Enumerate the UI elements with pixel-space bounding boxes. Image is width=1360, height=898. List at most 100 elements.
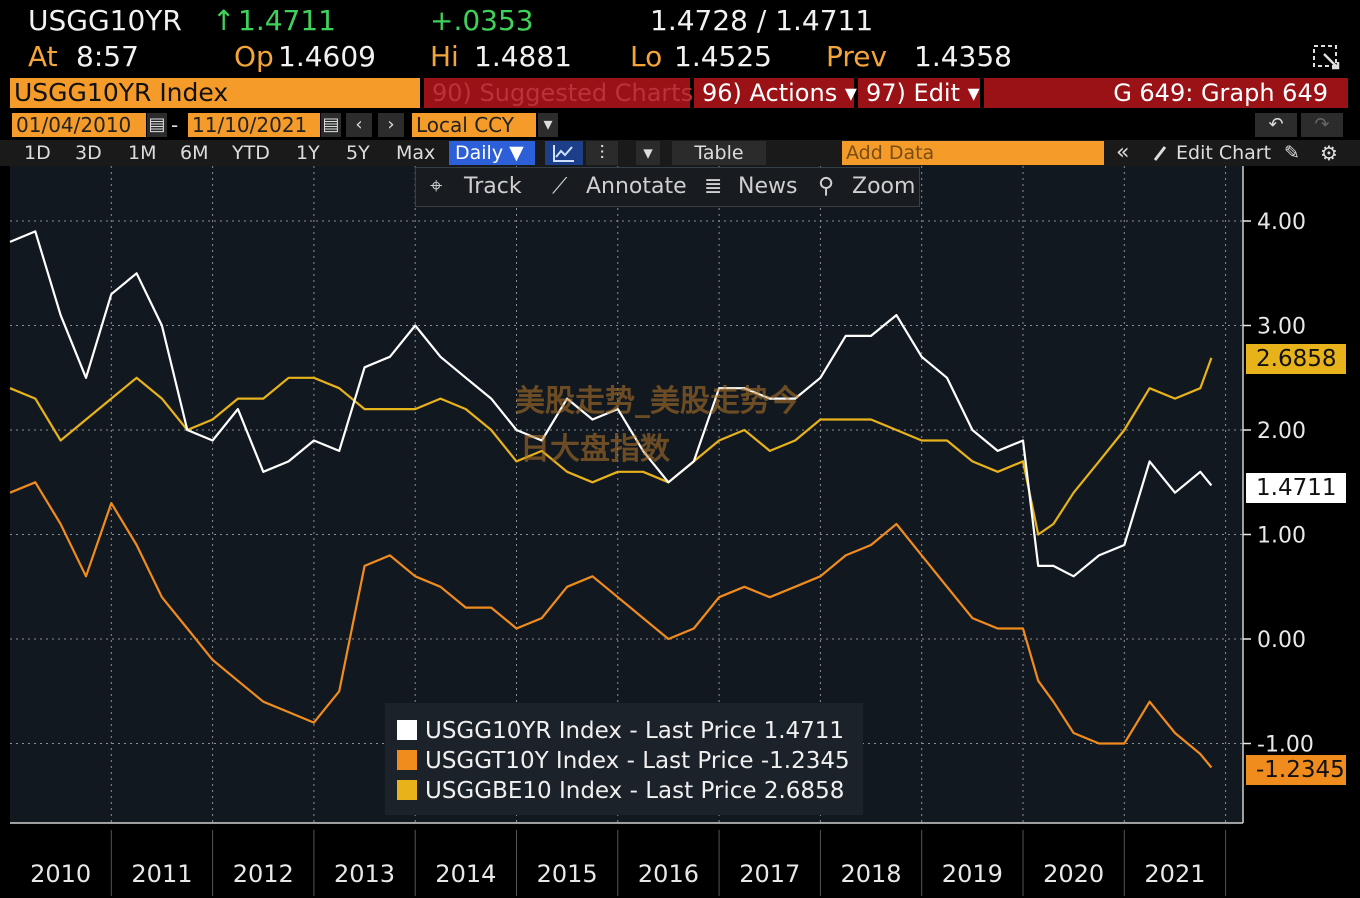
expand-icon[interactable] (1312, 44, 1342, 72)
security-field[interactable]: USGG10YR Index (10, 78, 420, 108)
range-ytd[interactable]: YTD (232, 142, 270, 164)
actions-menu[interactable]: 96) Actions ▾ (694, 78, 857, 108)
x-tick-label: 2015 (537, 860, 598, 888)
at-label: At (28, 40, 58, 73)
range-1y[interactable]: 1Y (296, 142, 320, 164)
legend-dash: - (619, 748, 643, 774)
y-tick-label: 3.00 (1257, 315, 1306, 340)
currency-select[interactable]: Local CCY (412, 113, 536, 137)
bid-ask: 1.4728 / 1.4711 (650, 4, 874, 37)
calendar-start-icon[interactable]: ▤ (147, 113, 167, 137)
last-price: 1.4711 (238, 4, 336, 37)
legend-swatch (397, 750, 417, 770)
edit-icon[interactable]: ✎ (1284, 142, 1300, 164)
y-tick-label: 1.00 (1257, 524, 1306, 549)
annotate-icon: ⟋ (552, 174, 568, 199)
bar-chart-icon[interactable]: ⫶ (586, 141, 618, 165)
legend-item-usggt10y: USGGT10Y Index - Last Price -1.2345 (397, 747, 850, 775)
ticker: USGG10YR (28, 4, 182, 37)
watermark-line-1: 美股走势_美股走势今 (515, 384, 800, 419)
zoom-icon: ⚲ (818, 174, 835, 199)
graph-title: G 649: Graph 649 (984, 78, 1348, 108)
legend-dash: - (622, 778, 646, 804)
high-price: 1.4881 (474, 40, 572, 73)
edit-chart-button[interactable]: Edit Chart (1176, 142, 1272, 164)
y-tick-label: 4.00 (1257, 210, 1306, 235)
legend-item-usgg10yr: USGG10YR Index - Last Price 1.4711 (397, 717, 844, 745)
up-arrow-icon: ↑ (212, 4, 236, 37)
x-tick-label: 2021 (1144, 860, 1205, 888)
open-label: Op (234, 40, 274, 73)
x-tick-label: 2013 (334, 860, 395, 888)
prev-label: Prev (826, 40, 888, 73)
legend-last-label: Last Price (645, 778, 757, 804)
y-tick-label: -1.00 (1257, 733, 1314, 758)
chart-tools-menu: ⌖ Track ⟋ Annotate ≣ News ⚲ Zoom (415, 167, 920, 207)
chart-type-dropdown-icon[interactable]: ▾ (636, 141, 660, 165)
track-button[interactable]: Track (464, 174, 522, 199)
redo-icon[interactable]: ↷ (1301, 113, 1343, 137)
legend-series-name: USGG10YR Index (425, 718, 623, 744)
edit-menu[interactable]: 97) Edit ▾ (858, 78, 980, 108)
x-tick-label: 2017 (739, 860, 800, 888)
x-tick-label: 2011 (131, 860, 192, 888)
suggested-charts-button[interactable]: 90) Suggested Charts (424, 78, 693, 108)
series-line-usggbe10 (9, 357, 1213, 536)
last-value-tag-real-yield: -1.2345 (1246, 755, 1346, 785)
legend-series-name: USGGBE10 Index (425, 778, 623, 804)
currency-dropdown-icon[interactable]: ▾ (538, 113, 558, 137)
chart-legend: USGG10YR Index - Last Price 1.4711 USGGT… (385, 703, 863, 815)
period-select[interactable]: Daily ▼ (449, 141, 535, 165)
open-price: 1.4609 (278, 40, 376, 73)
legend-swatch (397, 720, 417, 740)
low-label: Lo (630, 40, 663, 73)
low-price: 1.4525 (674, 40, 772, 73)
range-1d[interactable]: 1D (24, 142, 51, 164)
table-button[interactable]: Table (672, 141, 766, 165)
pencil-icon (1152, 143, 1168, 163)
calendar-end-icon[interactable]: ▤ (321, 113, 341, 137)
x-tick-label: 2010 (30, 860, 91, 888)
undo-icon[interactable]: ↶ (1255, 113, 1297, 137)
start-date-input[interactable]: 01/04/2010 (12, 113, 146, 137)
quote-time: 8:57 (76, 40, 139, 73)
watermark-line-2: 日大盘指数 (520, 432, 670, 467)
add-data-input[interactable]: Add Data (842, 141, 1104, 165)
quote-header: USGG10YR ↑ 1.4711 +.0353 1.4728 / 1.4711… (0, 0, 1360, 76)
range-max[interactable]: Max (396, 142, 436, 164)
range-1m[interactable]: 1M (128, 142, 157, 164)
x-tick-label: 2012 (233, 860, 294, 888)
prev-period-icon[interactable]: ‹ (346, 113, 372, 137)
range-3d[interactable]: 3D (75, 142, 102, 164)
x-tick-label: 2020 (1043, 860, 1104, 888)
x-tick-label: 2018 (841, 860, 902, 888)
date-separator: - (171, 113, 179, 137)
range-6m[interactable]: 6M (180, 142, 209, 164)
end-date-input[interactable]: 11/10/2021 (188, 113, 320, 137)
crosshair-icon: ⌖ (430, 174, 443, 199)
series-line-usggt10y (9, 481, 1213, 769)
zoom-button[interactable]: Zoom (852, 174, 916, 199)
y-tick-label: 0.00 (1257, 628, 1306, 653)
x-tick-label: 2016 (638, 860, 699, 888)
last-value-tag-10yr: 1.4711 (1246, 473, 1346, 503)
news-button[interactable]: News (738, 174, 798, 199)
range-5y[interactable]: 5Y (346, 142, 370, 164)
legend-last-value: 2.6858 (763, 778, 845, 804)
line-chart-icon[interactable] (545, 141, 583, 165)
y-tick-label: 2.00 (1257, 419, 1306, 444)
annotate-button[interactable]: Annotate (586, 174, 687, 199)
settings-gear-icon[interactable]: ⚙ (1320, 141, 1338, 165)
legend-swatch (397, 780, 417, 800)
legend-dash: - (622, 718, 645, 744)
legend-last-value: 1.4711 (763, 718, 845, 744)
series-line-usgg10yr (9, 230, 1213, 578)
prev-price: 1.4358 (914, 40, 1012, 73)
last-value-tag-breakeven: 2.6858 (1246, 344, 1346, 374)
net-change: +.0353 (430, 4, 534, 37)
legend-series-name: USGGT10Y Index (425, 748, 620, 774)
x-tick-label: 2014 (435, 860, 496, 888)
collapse-icon[interactable]: « (1116, 140, 1130, 165)
next-period-icon[interactable]: › (378, 113, 404, 137)
